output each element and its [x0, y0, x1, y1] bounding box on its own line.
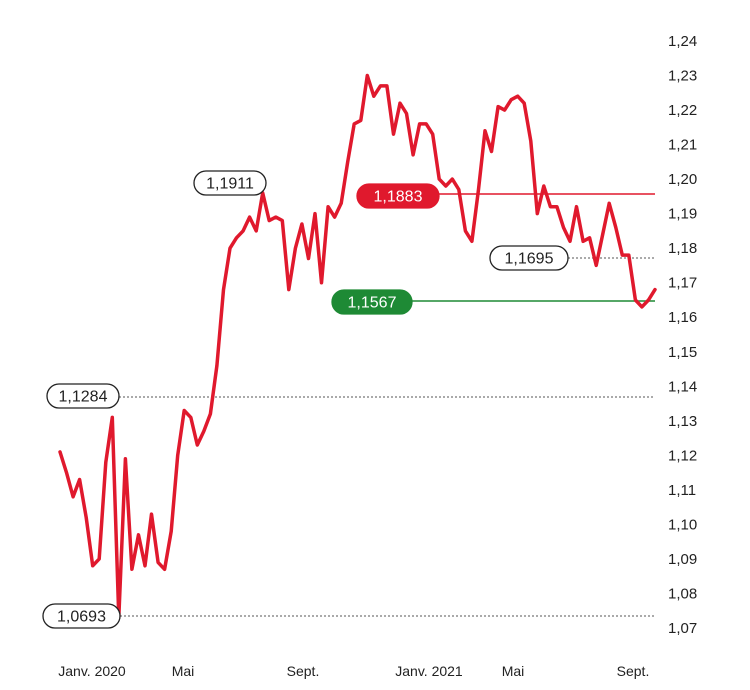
x-tick-label: Mai: [172, 663, 195, 679]
y-tick-label: 1,08: [668, 585, 697, 602]
reference-lines: [119, 193, 655, 617]
y-tick-label: 1,20: [668, 171, 697, 188]
callout-badge: [356, 183, 440, 209]
x-tick-label: Janv. 2021: [395, 663, 463, 679]
y-tick-label: 1,17: [668, 275, 697, 292]
y-axis: 1,07 1,08 1,09 1,10 1,11 1,12 1,13 1,14 1,15 1,16…: [668, 33, 697, 637]
y-tick-label: 1,09: [668, 551, 697, 568]
callout-label: 1,0693: [57, 609, 106, 626]
y-tick-label: 1,21: [668, 137, 697, 154]
callout-label: 1,1284: [59, 389, 108, 406]
y-tick-label: 1,23: [668, 68, 697, 85]
y-tick-label: 1,15: [668, 344, 697, 361]
y-tick-label: 1,16: [668, 309, 697, 326]
series-layer: [58, 73, 657, 620]
y-tick-label: 1,12: [668, 447, 697, 464]
y-tick-label: 1,11: [668, 482, 696, 499]
callout-badge: [489, 245, 569, 271]
callout-badge: [46, 383, 120, 409]
callout-badge: [193, 170, 267, 196]
callout-label: 1,1883: [374, 189, 423, 206]
x-tick-label: Mai: [502, 663, 525, 679]
y-tick-label: 1,18: [668, 240, 697, 257]
y-tick-label: 1,10: [668, 516, 697, 533]
y-tick-label: 1,19: [668, 206, 697, 223]
y-tick-label: 1,13: [668, 413, 697, 430]
callout-label: 1,1695: [505, 251, 554, 268]
callout-badge: [331, 289, 413, 315]
y-tick-label: 1,24: [668, 33, 697, 50]
callout-label: 1,1911: [206, 176, 254, 193]
x-tick-label: Sept.: [617, 663, 650, 679]
x-axis: Janv. 2020 Mai Sept. Janv. 2021 Mai Sept.: [58, 663, 649, 679]
y-tick-label: 1,14: [668, 378, 697, 395]
callouts: 1,1911 1,1883 1,1695 1,1567 1,1284 1,0693: [42, 170, 569, 629]
x-tick-label: Sept.: [287, 663, 320, 679]
series-line: [58, 73, 657, 620]
x-tick-label: Janv. 2020: [58, 663, 126, 679]
callout-label: 1,1567: [348, 295, 397, 312]
y-tick-label: 1,07: [668, 620, 697, 637]
callout-badge: [42, 603, 121, 629]
y-tick-label: 1,22: [668, 102, 697, 119]
